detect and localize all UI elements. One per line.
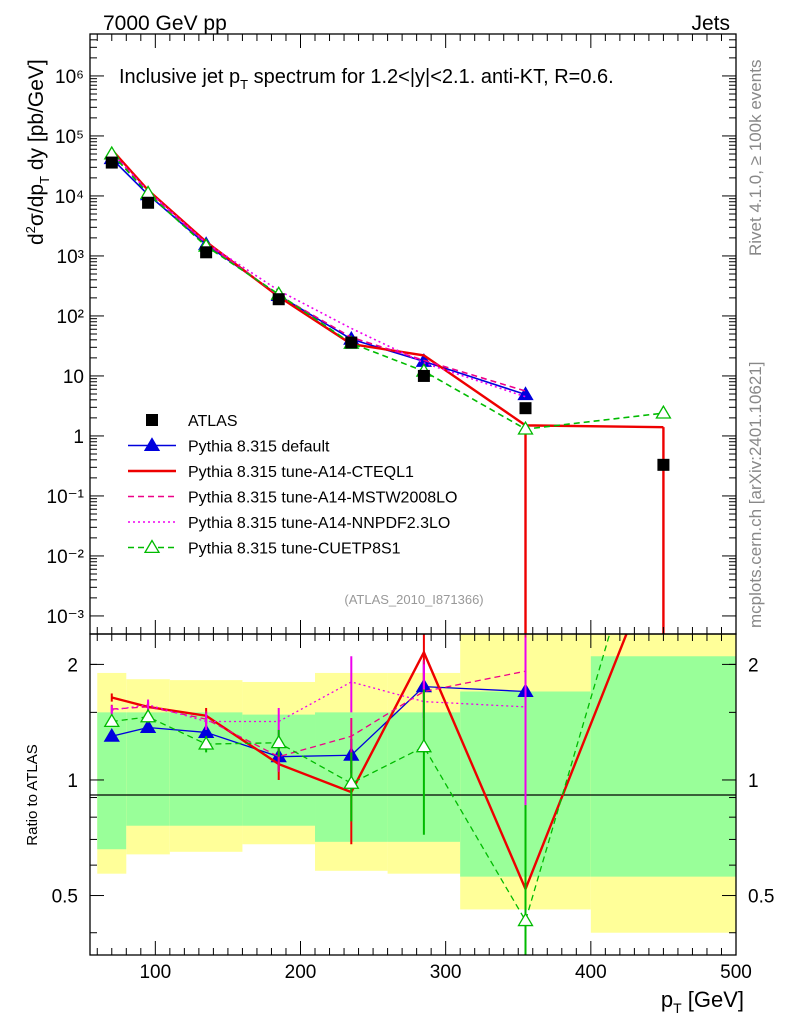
x-tick-label: 100 [139, 962, 171, 983]
y-tick-label: 10³ [57, 247, 84, 268]
x-axis-label: pT [GeV] [661, 987, 744, 1016]
ratio-marker [103, 727, 120, 742]
ratio-y-axis-label: Ratio to ATLAS [24, 744, 41, 845]
ratio-tick-label-right: 0.5 [748, 887, 774, 908]
ratio-tick-label-right: 2 [748, 655, 759, 676]
ratio-line [111, 634, 628, 893]
legend-entry: Pythia 8.315 tune-CUETP8S1 [188, 541, 401, 558]
atlas-data-point [272, 293, 285, 306]
y-tick-label: 10 [63, 367, 84, 388]
rivet-label: Rivet 4.1.0, ≥ 100k events [746, 60, 765, 256]
y-tick-label: 10⁻² [47, 547, 85, 568]
ratio-marker [415, 738, 433, 753]
atlas-data-point [417, 369, 430, 382]
legend-entry: Pythia 8.315 tune-A14-CTEQL1 [188, 464, 414, 481]
y-tick-label: 10⁵ [55, 127, 84, 148]
ratio-tick-label: 0.5 [52, 887, 78, 908]
process-label: Jets [691, 12, 730, 35]
y-tick-label: 10⁻¹ [47, 487, 85, 508]
ratio-marker [139, 708, 157, 723]
ratio-marker [103, 713, 120, 728]
atlas-data-point [657, 458, 670, 471]
ratio-tick-label: 1 [67, 771, 78, 792]
energy-label: 7000 GeV pp [103, 12, 227, 35]
atlas-data-point [519, 402, 532, 415]
data-marker [517, 420, 534, 435]
legend: ATLAS Pythia 8.315 default Pythia 8.315 tu… [128, 413, 457, 558]
top-panel-frame [89, 33, 737, 635]
ratio-tick-label: 2 [67, 655, 78, 676]
ratio-line [111, 634, 611, 923]
legend-marker [143, 437, 161, 452]
x-tick-label: 200 [285, 962, 317, 983]
spectrum-series [103, 145, 672, 634]
y-tick-label: 10⁶ [55, 67, 84, 88]
y-tick-label: 10² [57, 307, 84, 328]
legend-marker-atlas [146, 414, 158, 426]
legend-entry: Pythia 8.315 tune-A14-MSTW2008LO [188, 490, 457, 507]
data-marker [139, 185, 157, 200]
plot-title: Inclusive jet pT spectrum for 1.2<|y|<2.… [119, 66, 614, 92]
atlas-data-point [142, 196, 155, 209]
x-tick-label: 500 [720, 962, 752, 983]
ratio-marker [343, 775, 360, 789]
top-y-axis-label: d2σ/dpT dy [pb/GeV] [23, 59, 52, 245]
series-line [111, 157, 526, 396]
ratio-marker [197, 735, 215, 750]
inner-band [590, 656, 736, 877]
ratio-tick-label-right: 1 [748, 771, 759, 792]
uncertainty-bands [97, 634, 736, 933]
ratio-marker [517, 912, 534, 927]
legend-entry: Pythia 8.315 default [188, 439, 330, 456]
x-tick-label: 300 [430, 962, 462, 983]
series-line [111, 151, 526, 392]
x-tick-label: 400 [575, 962, 607, 983]
legend-marker [143, 539, 161, 554]
y-tick-label: 10⁴ [55, 187, 84, 208]
series-line [110, 148, 664, 429]
ratio-panel-frame [89, 633, 737, 956]
ratio-marker [270, 734, 287, 749]
series-line [111, 151, 526, 398]
series-line [111, 153, 664, 430]
mcplots-label: mcplots.cern.ch [arXiv:2401.10621] [746, 362, 765, 628]
ratio-marker [139, 719, 157, 734]
ratio-series [103, 634, 628, 955]
atlas-data-point [105, 156, 118, 169]
analysis-reference: (ATLAS_2010_I871366) [344, 592, 483, 607]
data-marker [517, 386, 534, 401]
legend-entry: ATLAS [188, 413, 238, 430]
data-marker [655, 404, 672, 419]
atlas-data-point [345, 336, 358, 349]
atlas-data-point [200, 246, 213, 259]
axis-ticks: 100 200 300 400 500 10⁻³ 10⁻² 10⁻¹ 1 10 10² 10³ 10⁴ 1… [47, 33, 774, 983]
y-tick-label: 10⁻³ [47, 607, 85, 628]
legend-entry: Pythia 8.315 tune-A14-NNPDF2.3LO [188, 515, 450, 532]
y-tick-label: 1 [73, 427, 84, 448]
